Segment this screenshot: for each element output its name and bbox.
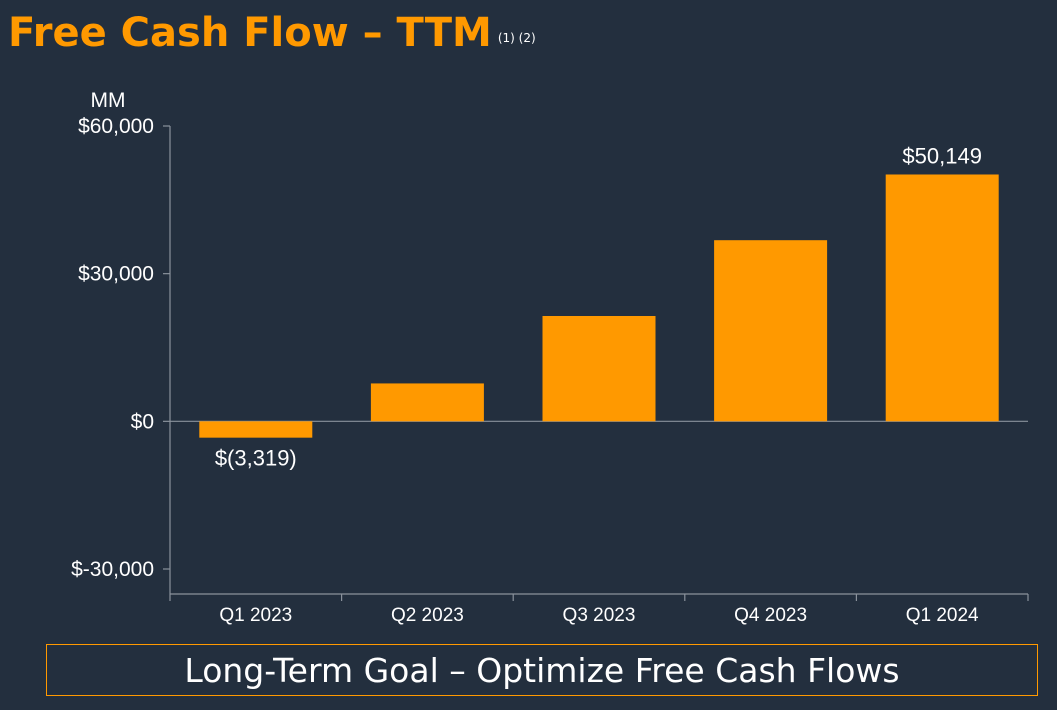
long-term-goal-banner: Long-Term Goal – Optimize Free Cash Flow… <box>46 644 1038 696</box>
y-axis-unit-label: MM <box>91 89 126 112</box>
bar <box>199 421 313 438</box>
bars <box>199 174 999 438</box>
y-tick-label: $0 <box>131 410 154 433</box>
bar <box>542 315 656 422</box>
title-text: Free Cash Flow – TTM <box>8 10 492 56</box>
free-cash-flow-chart: MM $60,000 $30,000 $0 $-30,000 Q1 2023 Q2 20… <box>71 89 1029 626</box>
data-labels: $(3,319) $50,149 <box>215 143 982 470</box>
bar <box>370 383 484 422</box>
bar <box>885 174 999 422</box>
x-tick-label: Q1 2023 <box>219 605 292 626</box>
x-axis-labels: Q1 2023 Q2 2023 Q3 2023 Q4 2023 Q1 2024 <box>219 605 979 626</box>
y-tick-label: $-30,000 <box>71 558 154 581</box>
title-footnotes: (1) (2) <box>497 31 536 45</box>
x-tick-label: Q4 2023 <box>734 605 807 626</box>
y-tick-label: $30,000 <box>78 263 154 286</box>
bar <box>714 240 828 422</box>
data-label: $(3,319) <box>215 446 297 471</box>
y-axis-ticks: $60,000 $30,000 $0 $-30,000 <box>71 115 1029 601</box>
data-label: $50,149 <box>902 143 982 168</box>
long-term-goal-text: Long-Term Goal – Optimize Free Cash Flow… <box>184 650 900 690</box>
x-tick-label: Q2 2023 <box>391 605 464 626</box>
y-tick-label: $60,000 <box>78 115 154 138</box>
page-title: Free Cash Flow – TTM (1) (2) <box>8 6 536 69</box>
x-tick-label: Q1 2024 <box>906 605 979 626</box>
x-tick-label: Q3 2023 <box>563 605 636 626</box>
